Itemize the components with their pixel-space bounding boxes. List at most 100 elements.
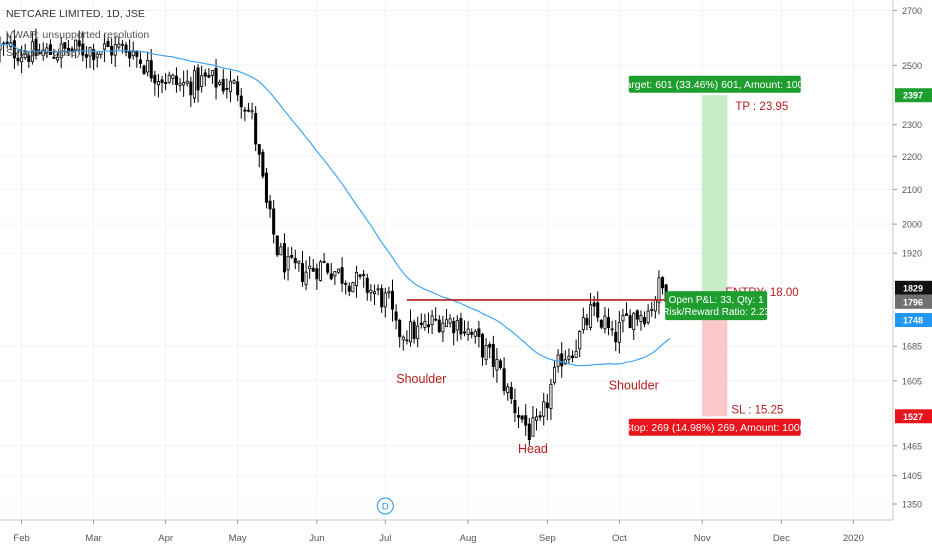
y-tick-label: 1920	[902, 249, 922, 259]
candle-body	[610, 328, 614, 331]
stop-info-box-text: Stop: 269 (14.98%) 269, Amount: 1000	[624, 422, 806, 434]
candle-body	[437, 319, 441, 333]
candle-body	[63, 42, 67, 49]
candle-body	[322, 261, 326, 263]
candle-body	[480, 333, 485, 358]
candle-body	[502, 368, 506, 392]
y-axis[interactable]: 2700 2500 2300 2200 2100 2000 1920 1685 1605 1465…	[892, 0, 932, 520]
x-tick-label: 2020	[843, 533, 864, 544]
candle-body	[657, 277, 661, 303]
candle-body	[362, 274, 366, 276]
candle-body	[214, 67, 218, 88]
candle-body	[164, 81, 168, 84]
target-info-box[interactable]: Target: 601 (33.46%) 601, Amount: 1000	[620, 75, 809, 93]
dividend-event-marker[interactable]: D	[376, 497, 394, 515]
candle-body	[398, 319, 402, 338]
candle-body	[419, 322, 423, 325]
candle-body	[444, 319, 449, 328]
vwap-indicator-label[interactable]: VWAP: unsupported resolution	[6, 29, 149, 41]
price-markers: 2397 1829 1796 1748 1527	[895, 88, 932, 424]
candle-body	[196, 67, 200, 91]
candle-body	[23, 53, 27, 59]
candle-body	[171, 74, 175, 79]
candle-body	[275, 235, 279, 256]
pattern-label: Head	[518, 442, 548, 456]
price-marker-label: 1829	[903, 283, 923, 293]
candle-body	[153, 74, 157, 84]
chart-legend: NETCARE LIMITED, 1D, JSE VWAP: unsupport…	[6, 8, 149, 59]
candle-body	[117, 43, 121, 48]
x-tick-labels: Feb Mar Apr May Jun Jul Aug Sep Oct Nov Dec 2020	[13, 520, 864, 544]
x-tick-label: Apr	[158, 533, 173, 544]
candle-body	[632, 312, 636, 331]
price-marker: 1829	[895, 280, 932, 295]
target-info-box-bg	[628, 75, 801, 93]
candle-body	[12, 40, 16, 59]
stop-info-box[interactable]: Stop: 269 (14.98%) 269, Amount: 1000	[624, 418, 806, 436]
candle-body	[661, 277, 665, 289]
candle-body	[412, 321, 416, 339]
candle-body	[383, 292, 387, 308]
candle-body	[34, 38, 38, 56]
candle-body	[639, 315, 643, 322]
position-tool[interactable]: Target: 601 (33.46%) 601, Amount: 1000 St…	[620, 75, 809, 436]
stop-info-box-bg	[628, 418, 801, 436]
candle-body	[603, 315, 607, 330]
sma-indicator-label[interactable]: SMA (40, close)	[6, 47, 80, 59]
candle-body	[246, 109, 250, 112]
candle-body	[228, 80, 232, 93]
candle-body	[174, 75, 178, 85]
candle-body	[268, 200, 272, 210]
x-axis[interactable]: Feb Mar Apr May Jun Jul Aug Sep Oct Nov Dec 2020	[0, 519, 932, 550]
sl-label: SL : 15.25	[731, 404, 783, 416]
price-marker-bg	[895, 313, 932, 328]
x-tick-label: Mar	[85, 533, 101, 544]
candle-body	[538, 415, 542, 418]
candle-body	[156, 81, 160, 86]
candle-body	[549, 383, 553, 409]
x-tick-label: Jun	[309, 533, 324, 544]
chart-symbol-title: NETCARE LIMITED, 1D, JSE	[6, 8, 145, 20]
sma-line	[0, 43, 671, 367]
candle-body	[592, 302, 596, 307]
candle-body	[531, 417, 535, 437]
candle-body	[491, 343, 495, 367]
candle-body	[192, 70, 196, 99]
candle-body	[95, 53, 99, 58]
candle-body	[599, 319, 603, 328]
candle-body	[581, 317, 585, 330]
candle-body	[315, 268, 319, 280]
candle-body	[574, 350, 578, 358]
candle-body	[405, 339, 409, 342]
candle-body	[646, 310, 650, 323]
candle-body	[279, 246, 283, 256]
candle-body	[380, 288, 384, 308]
x-tick-label: Dec	[773, 533, 790, 544]
candlestick-series	[0, 28, 672, 446]
candle-body	[167, 74, 171, 83]
profit-zone	[702, 95, 728, 300]
price-marker-label: 1527	[903, 412, 923, 422]
candle-body	[563, 359, 567, 365]
candle-body	[142, 65, 146, 74]
candle-body	[232, 80, 236, 84]
event-marker-letter: D	[382, 502, 389, 513]
candle-body	[59, 43, 63, 58]
price-marker: 1748	[895, 313, 932, 328]
candle-body	[430, 315, 434, 325]
candle-body	[131, 51, 135, 57]
x-tick-label: Feb	[13, 533, 29, 544]
candle-body	[261, 151, 265, 177]
candle-body	[48, 44, 52, 56]
candle-body	[506, 386, 510, 393]
x-tick-label: Jul	[379, 533, 391, 544]
candle-body	[509, 387, 513, 400]
candle-body	[77, 40, 81, 47]
candle-body	[408, 321, 413, 343]
candle-body	[149, 60, 153, 79]
open-pnl-text: Open P&L: 33, Qty: 1	[669, 295, 764, 306]
candle-body	[347, 285, 351, 292]
candle-body	[617, 322, 621, 343]
candle-body	[16, 57, 20, 62]
